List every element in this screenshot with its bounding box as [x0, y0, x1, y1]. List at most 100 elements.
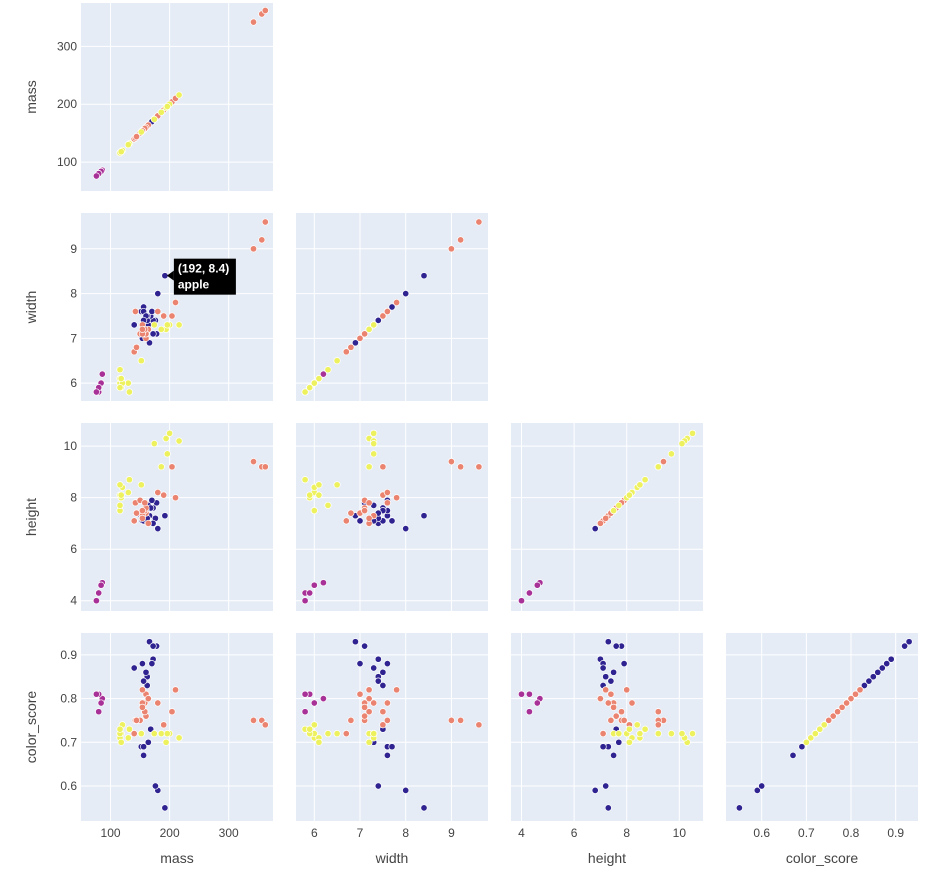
data-point-apple[interactable]	[878, 664, 886, 672]
data-point-apple[interactable]	[374, 316, 382, 324]
data-point-lemon[interactable]	[641, 476, 649, 484]
data-point-orange[interactable]	[383, 716, 391, 724]
data-point-apple[interactable]	[154, 525, 162, 533]
data-point-apple[interactable]	[356, 660, 364, 668]
data-point-orange[interactable]	[851, 690, 860, 698]
data-point-lemon[interactable]	[163, 102, 171, 111]
data-point-orange[interactable]	[160, 721, 168, 729]
data-point-apple[interactable]	[599, 664, 607, 672]
data-point-lemon[interactable]	[636, 730, 644, 738]
data-point-lemon[interactable]	[137, 357, 145, 365]
data-point-lemon[interactable]	[816, 725, 824, 733]
data-point-lemon[interactable]	[157, 325, 165, 333]
data-point-apple[interactable]	[161, 804, 169, 812]
data-point-apple[interactable]	[874, 668, 882, 676]
data-point-orange[interactable]	[654, 721, 662, 729]
data-point-apple[interactable]	[388, 743, 396, 751]
data-point-orange[interactable]	[154, 307, 162, 316]
data-point-apple[interactable]	[130, 664, 138, 672]
data-point-mandarin[interactable]	[525, 708, 533, 716]
data-point-orange[interactable]	[144, 695, 152, 703]
data-point-orange[interactable]	[171, 298, 180, 307]
data-point-apple[interactable]	[149, 330, 157, 338]
data-point-lemon[interactable]	[116, 384, 124, 392]
data-point-apple[interactable]	[383, 660, 391, 668]
data-point-lemon[interactable]	[116, 481, 124, 489]
data-point-lemon[interactable]	[175, 91, 183, 99]
data-point-orange[interactable]	[383, 499, 391, 507]
data-point-apple[interactable]	[138, 660, 146, 668]
data-point-mandarin[interactable]	[310, 699, 318, 707]
data-point-mandarin[interactable]	[97, 581, 105, 589]
data-point-mandarin[interactable]	[97, 699, 105, 707]
data-point-lemon[interactable]	[365, 738, 373, 746]
data-point-apple[interactable]	[388, 303, 396, 311]
data-point-apple[interactable]	[865, 677, 873, 685]
data-point-orange[interactable]	[249, 18, 258, 26]
data-point-lemon[interactable]	[137, 730, 145, 738]
data-point-lemon[interactable]	[315, 375, 323, 383]
data-point-orange[interactable]	[249, 458, 258, 466]
data-point-orange[interactable]	[607, 716, 615, 724]
data-point-orange[interactable]	[138, 507, 146, 515]
data-point-orange[interactable]	[628, 699, 636, 707]
data-point-orange[interactable]	[843, 699, 851, 707]
data-point-lemon[interactable]	[365, 325, 373, 333]
data-point-lemon[interactable]	[610, 507, 618, 515]
data-point-orange[interactable]	[347, 343, 355, 351]
data-point-lemon[interactable]	[163, 450, 171, 458]
data-point-lemon[interactable]	[124, 734, 132, 742]
data-point-lemon[interactable]	[667, 450, 675, 458]
data-point-orange[interactable]	[160, 491, 168, 499]
data-point-mandarin[interactable]	[525, 589, 533, 597]
data-point-apple[interactable]	[860, 681, 868, 690]
data-point-lemon[interactable]	[370, 429, 378, 437]
data-point-orange[interactable]	[261, 218, 269, 226]
data-point-apple[interactable]	[351, 638, 359, 646]
data-point-orange[interactable]	[249, 245, 258, 253]
data-point-apple[interactable]	[402, 525, 410, 533]
data-point-orange[interactable]	[370, 699, 378, 707]
data-point-apple[interactable]	[753, 786, 761, 794]
data-point-lemon[interactable]	[150, 440, 158, 448]
data-point-apple[interactable]	[149, 642, 157, 650]
data-point-orange[interactable]	[171, 494, 180, 502]
data-point-orange[interactable]	[361, 703, 369, 711]
data-point-lemon[interactable]	[615, 501, 623, 509]
data-point-orange[interactable]	[144, 519, 152, 527]
data-point-apple[interactable]	[905, 638, 913, 646]
data-point-apple[interactable]	[604, 804, 612, 812]
data-point-orange[interactable]	[131, 307, 139, 316]
data-point-orange[interactable]	[261, 6, 269, 15]
data-point-mandarin[interactable]	[95, 708, 103, 716]
data-point-apple[interactable]	[370, 664, 378, 672]
data-point-lemon[interactable]	[315, 491, 323, 499]
data-point-apple[interactable]	[602, 673, 610, 681]
data-point-orange[interactable]	[856, 686, 864, 694]
data-point-apple[interactable]	[140, 743, 148, 751]
data-point-lemon[interactable]	[301, 476, 309, 484]
data-point-lemon[interactable]	[306, 725, 314, 733]
data-point-mandarin[interactable]	[92, 597, 100, 605]
data-point-lemon[interactable]	[633, 721, 641, 729]
data-point-lemon[interactable]	[175, 734, 183, 742]
data-point-orange[interactable]	[132, 716, 141, 724]
data-point-orange[interactable]	[457, 716, 465, 724]
data-point-apple[interactable]	[154, 290, 162, 298]
data-point-lemon[interactable]	[150, 115, 158, 123]
data-point-orange[interactable]	[356, 690, 364, 698]
data-point-orange[interactable]	[620, 716, 628, 724]
data-point-lemon[interactable]	[310, 379, 318, 387]
data-point-apple[interactable]	[379, 681, 387, 690]
data-point-orange[interactable]	[596, 695, 604, 703]
data-point-mandarin[interactable]	[92, 172, 100, 180]
data-point-mandarin[interactable]	[92, 690, 100, 698]
data-point-lemon[interactable]	[370, 440, 378, 448]
data-point-orange[interactable]	[138, 703, 146, 711]
data-point-apple[interactable]	[151, 782, 159, 790]
data-point-mandarin[interactable]	[517, 597, 526, 605]
data-point-mandarin[interactable]	[319, 695, 327, 703]
data-point-apple[interactable]	[591, 786, 599, 794]
data-point-apple[interactable]	[591, 525, 599, 533]
data-point-orange[interactable]	[258, 236, 266, 244]
